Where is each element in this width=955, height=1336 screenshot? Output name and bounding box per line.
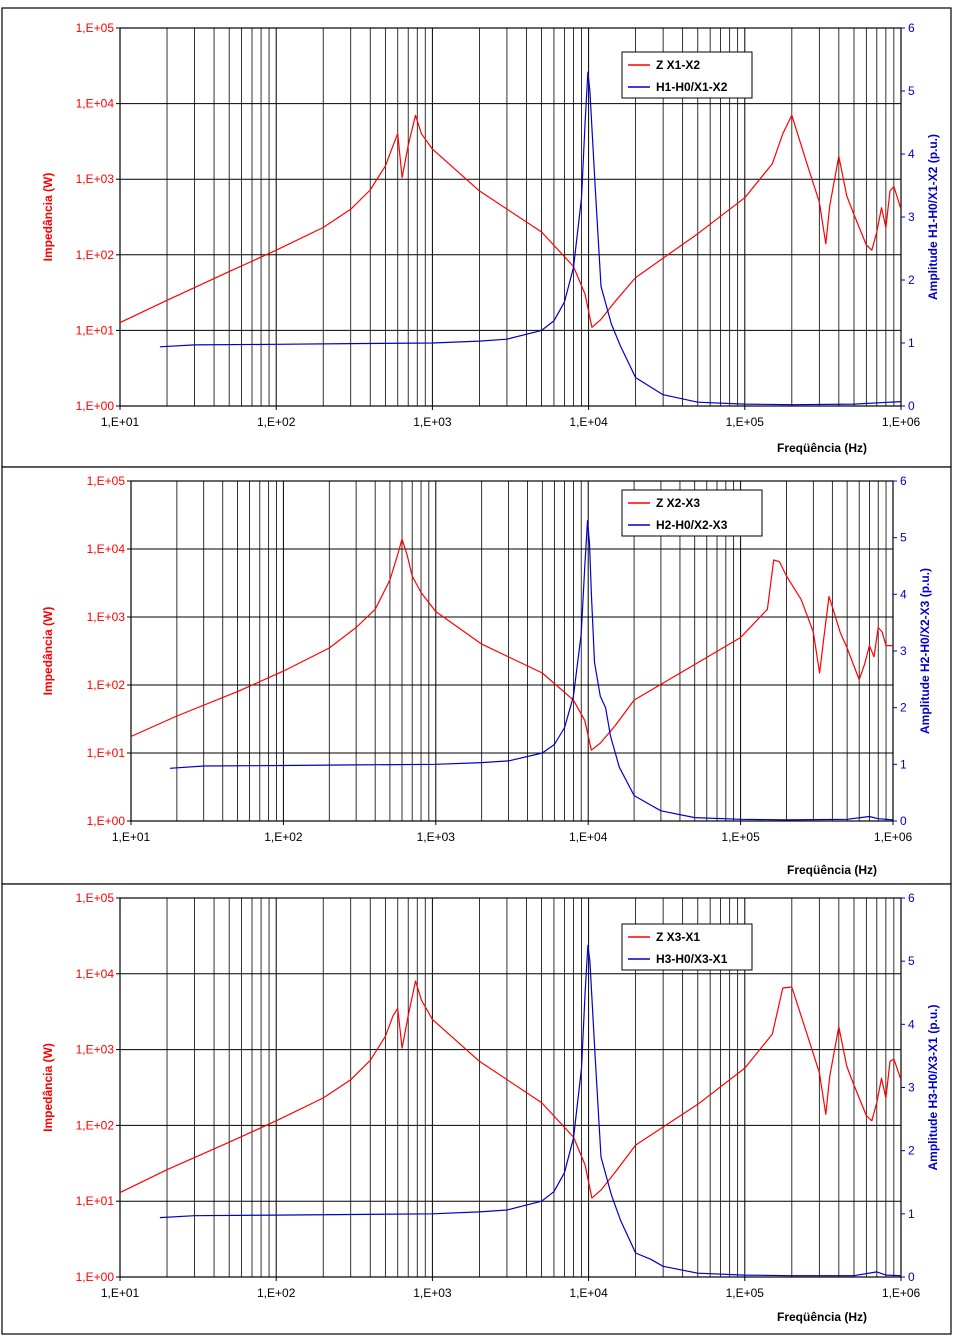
y2-tick-label: 3 [900,644,907,658]
legend-entry: H3-H0/X3-X1 [656,952,728,966]
x-tick-label: 1,E+03 [413,415,452,429]
y2-tick-label: 6 [908,21,915,35]
legend-entry: Z X2-X3 [656,496,700,510]
y2-tick-label: 3 [908,210,915,224]
legend-box [621,51,753,99]
y2-tick-label: 4 [908,1017,915,1031]
legend: Z X3-X1 H3-H0/X3-X1 [621,923,753,971]
y2-tick-label: 4 [908,147,915,161]
x-tick-label: 1,E+05 [726,1286,765,1300]
x-tick-label: 1,E+06 [874,830,913,844]
legend: Z X1-X2 H1-H0/X1-X2 [621,51,753,99]
legend-entry: Z X1-X2 [656,58,700,72]
series-amplitude-line [159,71,901,406]
y2-tick-label: 2 [908,1144,915,1158]
y-tick-label: 1,E+00 [87,814,126,828]
x-axis-label: Freqüência (Hz) [787,863,877,877]
x-tick-label: 1,E+01 [101,1286,140,1300]
legend-entry: H2-H0/X2-X3 [656,518,728,532]
chart-panel-3: 1,E+00 1,E+01 1,E+02 1,E+03 1,E+04 1,E+05 0 1 2 3… [1,883,952,1335]
y-tick-label: 1,E+01 [76,323,115,337]
panel-frame [1,466,952,885]
x-tick-label: 1,E+05 [726,415,765,429]
x-tick-label: 1,E+02 [257,1286,296,1300]
y-tick-label: 1,E+00 [76,399,115,413]
y-tick-label: 1,E+04 [87,542,126,556]
x-tick-label: 1,E+03 [417,830,456,844]
y-tick-label: 1,E+03 [87,610,126,624]
y2-axis-label: Amplitude H2-H0/X2-X3 (p.u.) [918,568,932,734]
legend-entry: Z X3-X1 [656,930,700,944]
x-tick-label: 1,E+04 [569,1286,608,1300]
legend-box [621,489,763,537]
y2-tick-label: 2 [908,273,915,287]
panel-frame [1,7,952,468]
y2-tick-label: 1 [908,336,915,350]
x-tick-label: 1,E+05 [721,830,760,844]
y2-axis-label: Amplitude H3-H0/X3-X1 (p.u.) [926,1004,940,1170]
y2-axis-label: Amplitude H1-H0/X1-X2 (p.u.) [926,134,940,300]
y-axis-label: Impedância (W) [41,607,55,696]
y2-tick-label: 2 [900,701,907,715]
y-axis-label: Impedância (W) [41,1043,55,1132]
y2-tick-label: 5 [900,531,907,545]
y2-tick-label: 6 [900,474,907,488]
x-tick-label: 1,E+02 [257,415,296,429]
y2-tick-label: 5 [908,954,915,968]
chart-panel-1: 1,E+00 1,E+01 1,E+02 1,E+03 1,E+04 1,E+05 0 1 2 3… [1,7,952,468]
y-tick-label: 1,E+02 [76,248,115,262]
x-axis-label: Freqüência (Hz) [777,441,867,455]
x-tick-label: 1,E+04 [569,830,608,844]
y2-tick-label: 4 [900,587,907,601]
y2-tick-label: 3 [908,1081,915,1095]
panel-frame [1,883,952,1335]
x-tick-label: 1,E+06 [882,415,921,429]
y-axis-label: Impedância (W) [41,173,55,262]
y2-tick-label: 5 [908,84,915,98]
y-tick-label: 1,E+04 [76,97,115,111]
legend-entry: H1-H0/X1-X2 [656,80,728,94]
y-tick-label: 1,E+00 [76,1270,115,1284]
x-tick-label: 1,E+01 [101,415,140,429]
y2-tick-label: 0 [908,1270,915,1284]
x-tick-label: 1,E+04 [569,415,608,429]
chart-panel-2: 1,E+00 1,E+01 1,E+02 1,E+03 1,E+04 1,E+05 0 1 2 3… [1,466,952,885]
y-tick-label: 1,E+01 [76,1194,115,1208]
legend: Z X2-X3 H2-H0/X2-X3 [621,489,763,537]
y2-tick-label: 1 [908,1207,915,1221]
x-tick-label: 1,E+06 [882,1286,921,1300]
y-tick-label: 1,E+03 [76,172,115,186]
y2-tick-label: 0 [900,814,907,828]
y-tick-label: 1,E+05 [76,21,115,35]
y2-tick-label: 1 [900,757,907,771]
x-tick-label: 1,E+02 [264,830,303,844]
series-amplitude-line [159,944,901,1277]
series-impedance-line [120,114,901,328]
y2-tick-label: 6 [908,891,915,905]
x-tick-label: 1,E+03 [413,1286,452,1300]
y-tick-label: 1,E+01 [87,746,126,760]
y-tick-label: 1,E+02 [87,678,126,692]
series-amplitude-line [169,520,893,821]
y2-tick-label: 0 [908,399,915,413]
y-tick-label: 1,E+05 [87,474,126,488]
x-axis-label: Freqüência (Hz) [777,1310,867,1324]
y-tick-label: 1,E+05 [76,891,115,905]
series-impedance-line [120,980,901,1199]
series-impedance-line [131,538,893,751]
y-tick-label: 1,E+04 [76,967,115,981]
y-tick-label: 1,E+02 [76,1118,115,1132]
legend-box [621,923,753,971]
y-tick-label: 1,E+03 [76,1043,115,1057]
x-tick-label: 1,E+01 [112,830,151,844]
